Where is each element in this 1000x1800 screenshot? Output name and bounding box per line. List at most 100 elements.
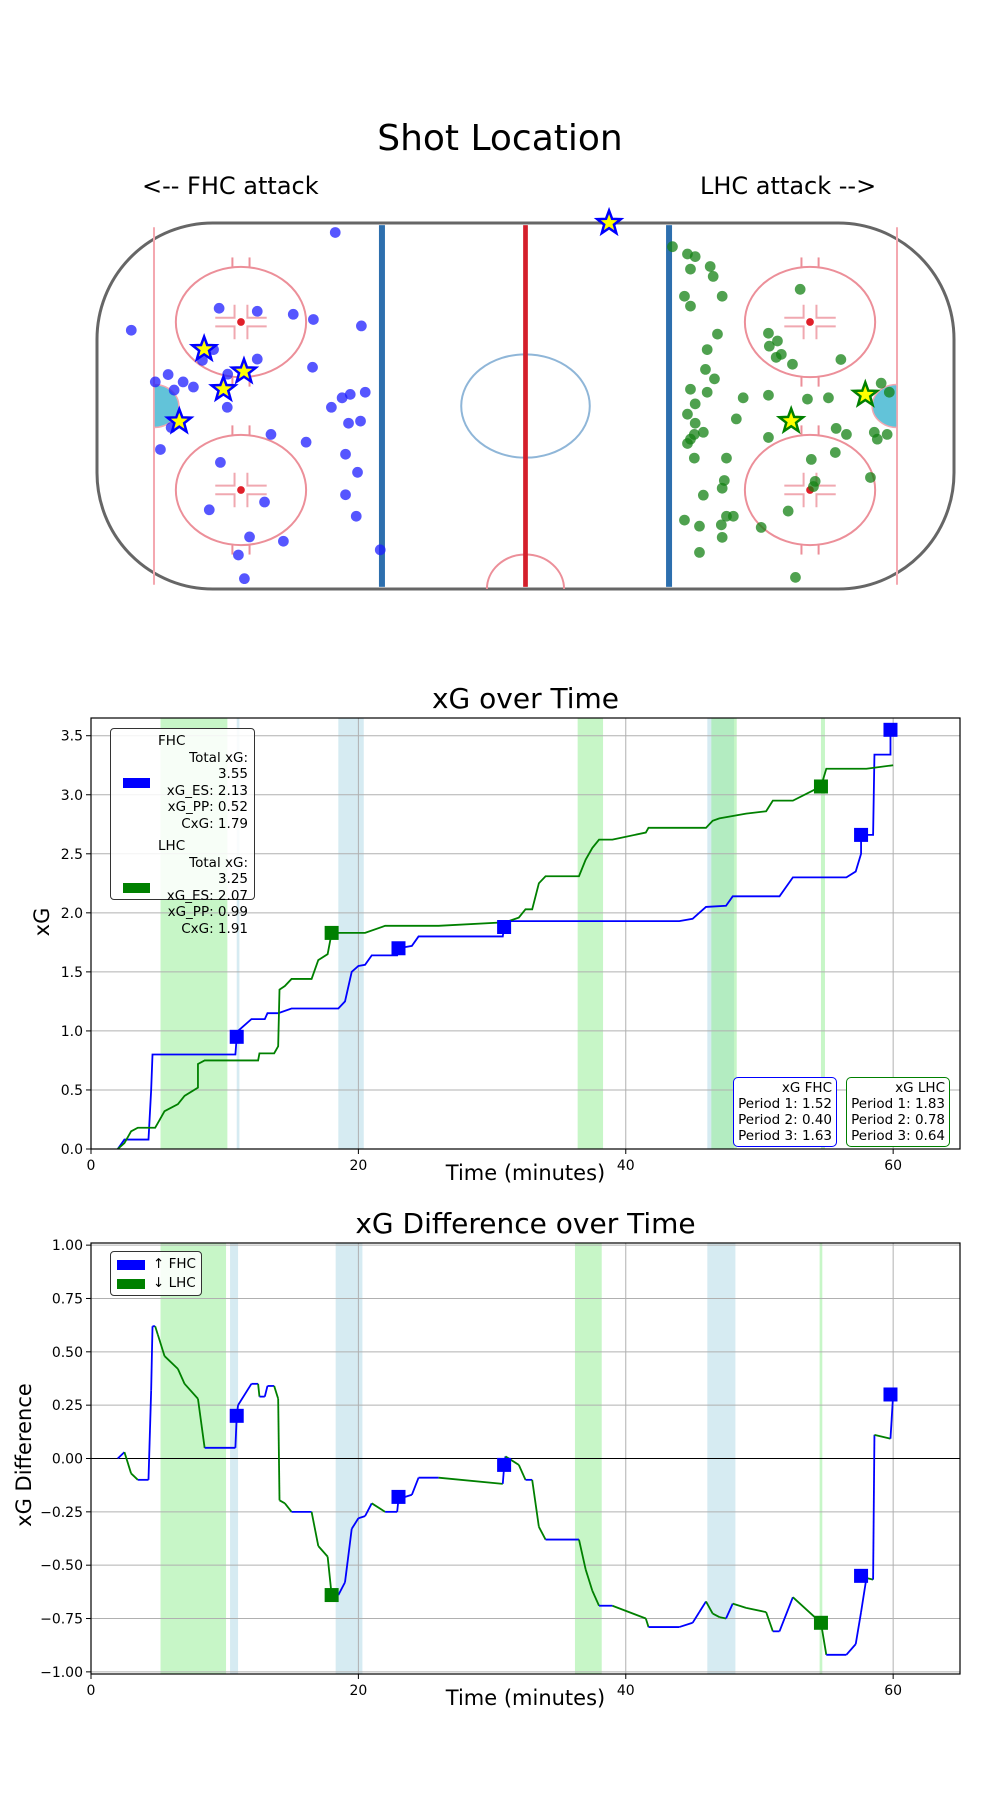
diff-line-segment xyxy=(778,1596,794,1632)
diff-line-segment xyxy=(438,1476,503,1485)
y-tick-label: 2.5 xyxy=(61,847,83,863)
shot-marker-lhc xyxy=(697,489,709,501)
xg-diff-title: xG Difference over Time xyxy=(355,1207,696,1240)
xg-time-xlabel: Time (minutes) xyxy=(445,1161,606,1185)
lhc-swatch xyxy=(117,1278,145,1289)
shot-marker-lhc xyxy=(716,531,728,543)
xg-time-legend: FHC Total xG: 3.55 xG_ES: 2.13 xG_PP: 0.… xyxy=(110,728,255,937)
diff-line-segment xyxy=(117,1451,126,1460)
diff-line-segment xyxy=(612,1604,647,1620)
xg-time-title: xG over Time xyxy=(431,682,620,715)
shot-marker-lhc xyxy=(871,433,883,445)
hash-mark xyxy=(784,326,803,339)
goal-star-lhc xyxy=(779,409,803,432)
shot-marker-fhc xyxy=(343,417,354,429)
diff-line-segment xyxy=(147,1390,153,1480)
legend-fhc-pp: xG_PP: 0.52 xyxy=(167,799,248,815)
shot-marker-fhc xyxy=(222,368,234,380)
shot-marker-fhc xyxy=(336,392,348,404)
shot-marker-fhc xyxy=(374,544,386,556)
diff-line-segment xyxy=(578,1539,587,1570)
diff-line-segment xyxy=(177,1368,186,1385)
fhc-swatch xyxy=(123,777,151,788)
faceoff-dot xyxy=(806,318,814,326)
shot-marker-fhc xyxy=(359,386,371,398)
goal-marker-fhc xyxy=(883,1387,898,1402)
shot-marker-fhc xyxy=(215,457,226,468)
diff-line-segment xyxy=(273,1385,280,1400)
shot-marker-lhc xyxy=(707,271,719,282)
shot-marker-lhc xyxy=(808,481,819,492)
diff-line-segment xyxy=(197,1398,206,1448)
shot-marker-fhc xyxy=(203,504,215,516)
shot-marker-lhc xyxy=(865,472,876,483)
xg-diff-xlabel: Time (minutes) xyxy=(445,1686,606,1710)
lhc-period-box: xG LHC Period 1: 1.83 Period 2: 0.78 Per… xyxy=(846,1077,950,1147)
y-tick-label: −0.75 xyxy=(40,1612,83,1628)
plot-frame xyxy=(90,717,961,1150)
shot-marker-fhc xyxy=(355,415,366,427)
diff-line-segment xyxy=(350,1517,360,1530)
hash-mark xyxy=(215,326,234,339)
diff-line-segment xyxy=(130,1472,139,1481)
pp-band-blue xyxy=(236,718,240,1149)
shot-marker-lhc xyxy=(883,386,895,398)
diff-line-segment xyxy=(337,1581,346,1596)
shot-marker-fhc xyxy=(259,496,270,508)
shot-marker-lhc xyxy=(689,417,701,429)
shot-marker-fhc xyxy=(251,305,263,317)
diff-line-segment xyxy=(591,1590,600,1607)
hash-mark xyxy=(784,473,803,486)
xg-time-ylabel: xG xyxy=(30,907,54,937)
goal-marker-fhc xyxy=(883,722,898,737)
diff-line-segment xyxy=(644,1618,650,1628)
diff-line-segment xyxy=(845,1643,857,1656)
diff-line-segment xyxy=(854,1611,862,1645)
fhc-attack-label: <-- FHC attack xyxy=(142,172,319,200)
diff-line-segment xyxy=(678,1621,693,1628)
shot-marker-lhc xyxy=(772,335,783,347)
shot-marker-fhc xyxy=(329,227,341,238)
shot-marker-lhc xyxy=(737,392,749,404)
legend-lhc-pp: xG_PP: 0.99 xyxy=(167,904,248,920)
diff-line-segment xyxy=(745,1606,767,1614)
x-tick-label: 20 xyxy=(349,1158,367,1174)
shot-marker-lhc xyxy=(830,423,842,434)
diff-line-segment xyxy=(531,1479,540,1527)
goal-marker-fhc xyxy=(229,1029,244,1044)
diff-line-segment xyxy=(889,1394,895,1439)
hash-mark xyxy=(247,473,266,486)
diff-line-segment xyxy=(725,1603,734,1619)
shot-marker-lhc xyxy=(694,547,705,558)
shot-marker-fhc xyxy=(177,376,189,388)
shot-marker-fhc xyxy=(125,324,137,336)
y-tick-label: 0.25 xyxy=(52,1398,83,1414)
blue-line xyxy=(666,225,673,587)
legend-entry-fhc: FHC Total xG: 3.55 xG_ES: 2.13 xG_PP: 0.… xyxy=(117,733,248,832)
line-lhc xyxy=(117,764,894,1150)
diff-line-segment xyxy=(411,1477,420,1496)
fhc-period-title: xG FHC xyxy=(781,1080,832,1096)
shot-marker-lhc xyxy=(730,413,742,425)
legend-entry-fhc: ↑ FHC xyxy=(115,1255,197,1274)
shot-marker-lhc xyxy=(709,373,720,385)
y-tick-label: 0.0 xyxy=(61,1142,83,1158)
shot-marker-lhc xyxy=(763,432,774,443)
diff-line-segment xyxy=(504,1455,520,1466)
y-tick-label: 0.00 xyxy=(52,1452,83,1468)
plot-frame xyxy=(90,1242,961,1675)
xg-diff-ylabel: xG Difference xyxy=(12,1383,36,1527)
shot-marker-lhc xyxy=(697,426,709,438)
lhc-period-3: Period 3: 0.64 xyxy=(851,1128,945,1144)
goal-marker-fhc xyxy=(497,920,512,935)
shot-marker-fhc xyxy=(308,314,319,325)
shot-marker-lhc xyxy=(679,290,690,302)
diff-line-segment xyxy=(765,1611,774,1632)
shot-marker-lhc xyxy=(829,447,841,458)
fhc-swatch xyxy=(117,1259,145,1270)
hash-mark xyxy=(784,494,803,507)
hash-mark xyxy=(247,494,266,507)
goal-marker-lhc xyxy=(813,1615,828,1630)
diff-line-segment xyxy=(705,1601,714,1614)
shot-marker-fhc xyxy=(278,535,289,547)
